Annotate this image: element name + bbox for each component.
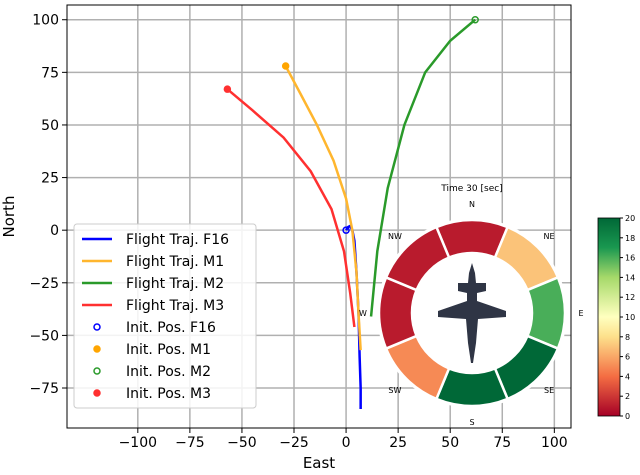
y-tick-label: 50 (41, 118, 59, 134)
axes-frame (66, 4, 572, 429)
legend-label: Init. Pos. M3 (126, 386, 211, 402)
y-tick-label: −75 (29, 381, 59, 397)
y-tick-label: 75 (41, 65, 59, 81)
init-marker (342, 226, 350, 234)
x-tick-label: 75 (493, 435, 511, 451)
legend-marker-swatch (93, 323, 101, 331)
legend-label: Flight Traj. M2 (126, 276, 224, 292)
y-axis-label: North (0, 196, 18, 238)
legend-label: Init. Pos. F16 (126, 320, 216, 336)
y-tick-label: 0 (50, 223, 59, 239)
x-tick-label: −75 (175, 435, 205, 451)
colorbar (597, 217, 621, 417)
series-line (369, 18, 477, 317)
compass-sector-nw (384, 225, 451, 292)
init-marker (471, 15, 479, 24)
compass-label-sw: SW (388, 386, 401, 395)
x-tick-label: −50 (227, 435, 257, 451)
x-tick-label: 0 (342, 435, 351, 451)
compass-label-ne: NE (544, 232, 555, 241)
series-line (284, 65, 362, 351)
compass-label-nw: NW (388, 232, 402, 241)
colorbar-tick-label: 12 (625, 293, 635, 302)
init-marker (281, 62, 290, 70)
legend-marker-swatch (93, 367, 101, 375)
colorbar-tick-label: 18 (625, 234, 635, 243)
colorbar-tick-label: 8 (625, 333, 630, 342)
x-tick-label: 100 (541, 435, 568, 451)
series-line (226, 88, 356, 328)
legend-label: Flight Traj. M3 (126, 298, 224, 314)
compass-label-n: N (469, 200, 475, 209)
colorbar-tick-label: 2 (625, 392, 630, 401)
y-tick-label: −25 (29, 276, 59, 292)
y-tick-label: 100 (32, 13, 59, 29)
legend (73, 223, 257, 409)
legend-marker-swatch (93, 389, 101, 397)
x-tick-label: 25 (389, 435, 407, 451)
y-tick-label: −50 (29, 328, 59, 344)
legend-label: Flight Traj. F16 (126, 232, 229, 248)
colorbar-tick-label: 6 (625, 353, 630, 362)
compass-label-s: S (469, 418, 474, 427)
init-marker (223, 85, 232, 93)
x-tick-label: −25 (279, 435, 309, 451)
x-tick-label: 50 (441, 435, 459, 451)
colorbar-tick-label: 20 (625, 214, 635, 223)
legend-label: Init. Pos. M1 (126, 342, 211, 358)
colorbar-tick-label: 4 (625, 372, 630, 381)
compass-label-se: SE (544, 386, 554, 395)
aircraft-body (438, 263, 506, 363)
inset-title: Time 30 [sec] (440, 184, 502, 194)
colorbar-tick-label: 16 (625, 254, 635, 263)
legend-label: Init. Pos. M2 (126, 364, 211, 380)
f16-aircraft-icon (438, 263, 506, 363)
compass-label-w: W (359, 309, 367, 318)
x-tick-label: −100 (119, 435, 157, 451)
colorbar-tick-label: 0 (625, 412, 630, 421)
x-axis-label: East (303, 454, 335, 471)
legend-marker-swatch (93, 345, 101, 353)
colorbar-tick-label: 14 (625, 273, 635, 282)
legend-label: Flight Traj. M1 (126, 254, 224, 270)
colorbar-tick-label: 10 (625, 313, 635, 322)
y-tick-label: 25 (41, 171, 59, 187)
compass-label-e: E (578, 309, 583, 318)
